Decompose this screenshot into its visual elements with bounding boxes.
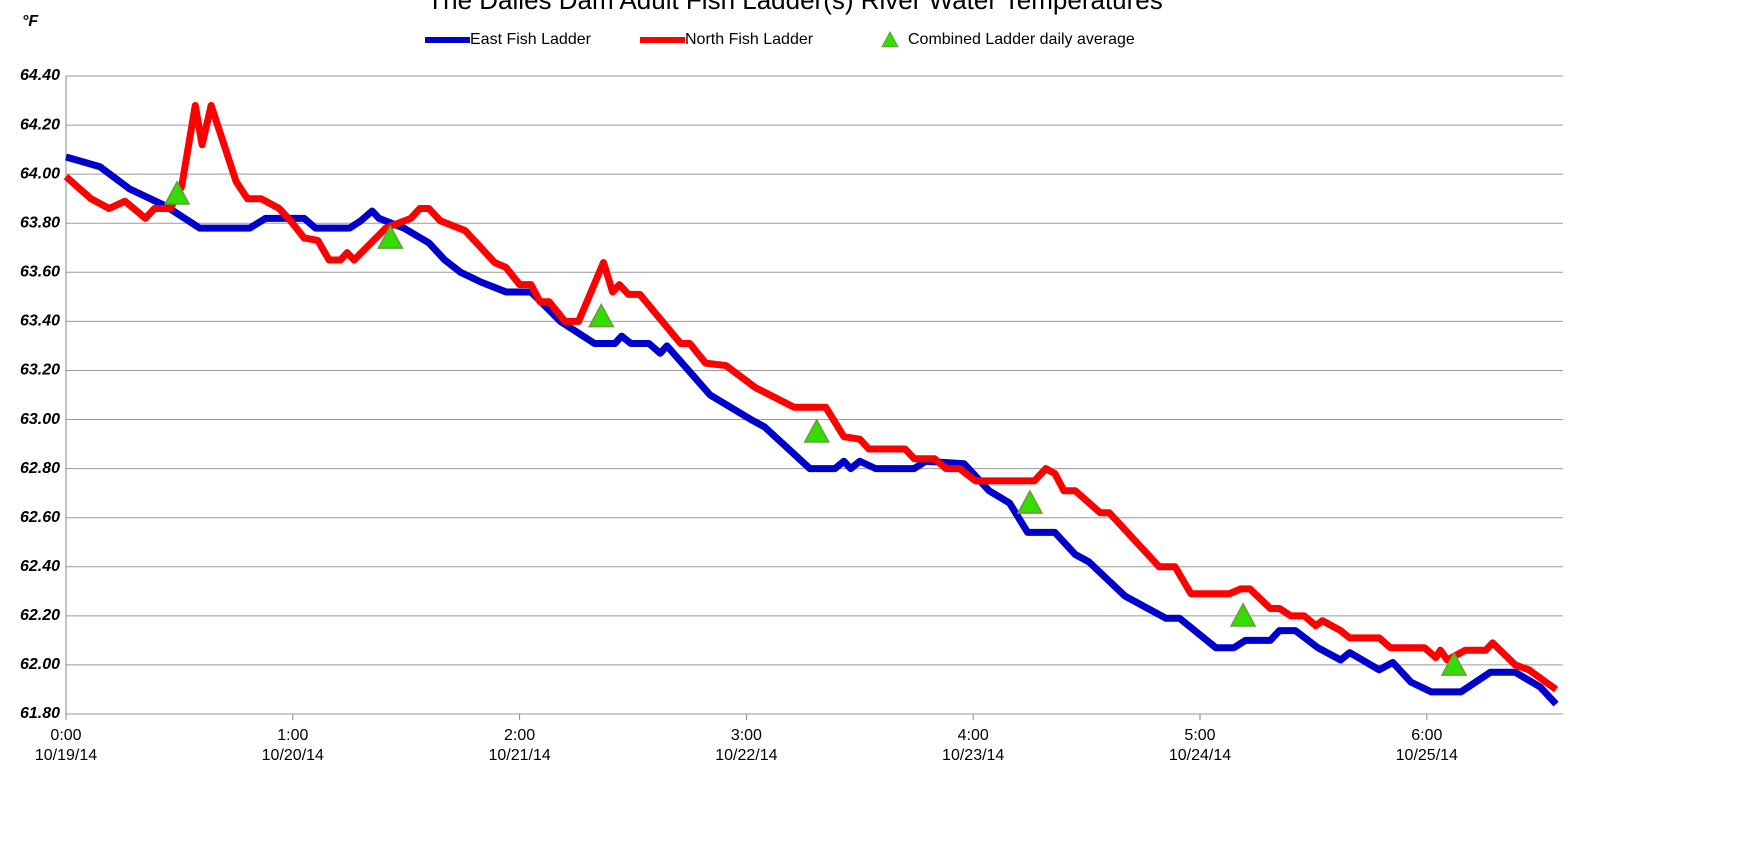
average-marker [377,224,404,249]
x-tick-label: 0:00 10/19/14 [34,727,98,764]
y-tick-label: 63.20 [20,362,60,379]
chart-title: The Dalles Dam Adult Fish Ladder(s) Rive… [427,0,1163,15]
x-tick-label: 1:00 10/20/14 [261,727,324,764]
average-marker [1016,489,1044,514]
y-tick-label: 62.20 [20,607,60,624]
y-tick-label: 64.20 [20,116,60,133]
average-marker [163,180,191,205]
legend-label: North Fish Ladder [685,31,814,48]
y-tick-label: 63.60 [20,264,60,281]
average-marker [803,418,830,443]
legend-label: Combined Ladder daily average [908,31,1135,48]
y-tick-label: 64.00 [20,165,60,182]
average-marker [1229,602,1257,627]
y-tick-label: 62.80 [20,460,60,477]
y-tick-label: 62.60 [20,509,60,526]
average-marker [1440,651,1468,676]
y-tick-label: 62.40 [20,558,60,575]
x-tick-label: 2:00 10/21/14 [488,727,551,764]
legend-label: East Fish Ladder [470,31,592,48]
legend-swatch [881,30,899,48]
y-tick-label: 61.80 [20,705,60,722]
y-axis-unit: °F [22,13,39,30]
x-tick-label: 6:00 10/25/14 [1395,727,1458,764]
y-tick-label: 63.00 [20,411,60,428]
x-tick-label: 3:00 10/22/14 [715,727,778,764]
y-tick-label: 64.40 [20,67,60,84]
y-tick-label: 62.00 [20,656,60,673]
y-tick-label: 63.80 [20,214,60,231]
x-tick-label: 4:00 10/23/14 [942,727,1005,764]
x-tick-label: 5:00 10/24/14 [1168,727,1232,764]
series-line [65,153,1559,707]
y-tick-label: 63.40 [20,313,60,330]
average-marker [587,302,615,328]
series-line [63,101,1559,693]
